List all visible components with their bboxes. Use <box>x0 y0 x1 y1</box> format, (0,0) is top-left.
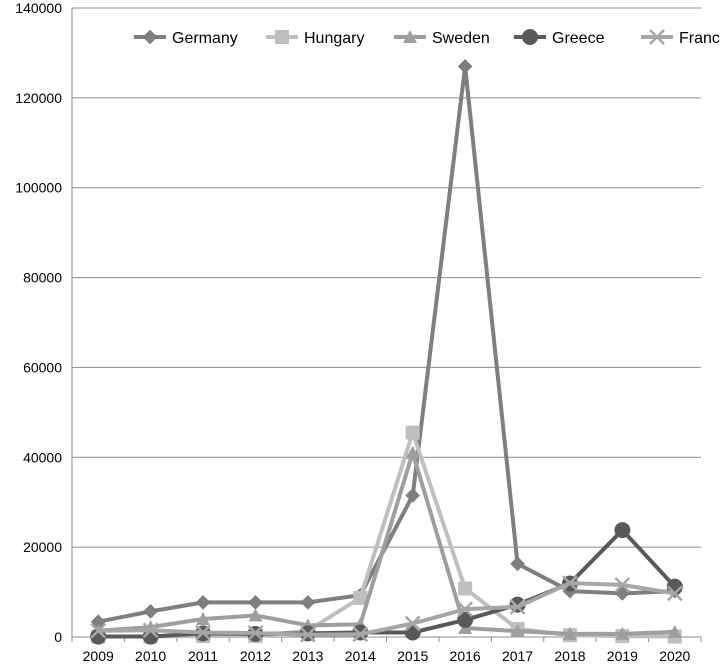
series-line <box>98 581 676 637</box>
x-tick-label: 2013 <box>292 648 323 664</box>
y-tick-label: 100000 <box>15 180 62 196</box>
x-tick-label: 2020 <box>659 648 690 664</box>
legend-label: Sweden <box>432 30 490 47</box>
y-tick-label: 140000 <box>15 0 62 16</box>
data-point <box>510 624 525 638</box>
gridlines <box>72 7 701 638</box>
y-tick-label: 80000 <box>23 270 62 286</box>
data-point <box>522 29 538 45</box>
x-tick-label: 2014 <box>345 648 376 664</box>
data-point <box>562 575 578 591</box>
legend-item-greece: Greece <box>514 29 605 47</box>
data-point <box>614 576 631 593</box>
data-point <box>247 625 264 641</box>
data-point <box>403 30 417 43</box>
x-tick-label: 2011 <box>188 648 218 664</box>
x-tick-label: 2019 <box>607 648 638 664</box>
x-tick-label: 2017 <box>502 648 533 664</box>
data-point <box>299 626 316 643</box>
data-point <box>457 601 474 618</box>
legend: Germany Hungary Sweden Greece France <box>134 29 720 47</box>
y-tick-label: 60000 <box>23 359 62 375</box>
data-point <box>457 59 473 74</box>
series-france <box>90 575 683 643</box>
data-point <box>667 625 682 639</box>
legend-item-france: France <box>641 29 720 47</box>
x-tick-label: 2010 <box>135 648 166 664</box>
x-tick-label: 2015 <box>397 648 428 664</box>
y-tick-label: 20000 <box>23 539 62 555</box>
data-point <box>275 30 289 44</box>
x-tick-label: 2009 <box>83 648 114 664</box>
data-point <box>405 425 420 440</box>
data-point <box>405 488 421 503</box>
series-line <box>98 450 675 636</box>
data-point <box>143 604 158 619</box>
data-point <box>195 624 211 641</box>
y-tick-label: 40000 <box>23 449 62 465</box>
legend-item-hungary: Hungary <box>266 30 364 47</box>
data-point <box>615 626 630 640</box>
y-tick-label: 0 <box>54 629 62 645</box>
legend-label: Hungary <box>304 30 364 47</box>
data-point <box>248 608 263 622</box>
legend-label: Greece <box>552 30 605 47</box>
data-point <box>352 626 369 643</box>
data-point <box>405 445 420 459</box>
data-point <box>509 599 526 615</box>
data-point <box>195 595 211 610</box>
data-point <box>649 29 665 45</box>
data-point <box>300 595 316 610</box>
data-point <box>614 522 631 539</box>
data-point <box>562 626 577 640</box>
legend-label: Germany <box>172 30 238 47</box>
data-point <box>353 590 368 605</box>
data-point <box>142 622 159 639</box>
y-tick-label: 120000 <box>15 90 62 106</box>
legend-label: France <box>679 30 720 47</box>
data-point <box>248 595 263 610</box>
x-tick-label: 2016 <box>450 648 481 664</box>
series-lines <box>90 59 683 645</box>
data-point <box>404 624 421 641</box>
legend-item-sweden: Sweden <box>394 30 490 47</box>
data-point <box>457 611 474 628</box>
data-point <box>458 581 473 596</box>
data-point <box>142 29 158 45</box>
data-point <box>196 612 211 626</box>
data-point <box>666 585 683 602</box>
data-point <box>404 615 421 632</box>
legend-item-germany: Germany <box>134 29 238 47</box>
data-point <box>510 556 525 572</box>
series-sweden <box>91 445 682 640</box>
data-point <box>90 622 107 639</box>
axes: 0 20000 40000 60000 80000 100000 120000 140000 2… <box>15 0 702 664</box>
x-tick-label: 2018 <box>554 648 585 664</box>
x-tick-label: 2012 <box>240 648 271 664</box>
